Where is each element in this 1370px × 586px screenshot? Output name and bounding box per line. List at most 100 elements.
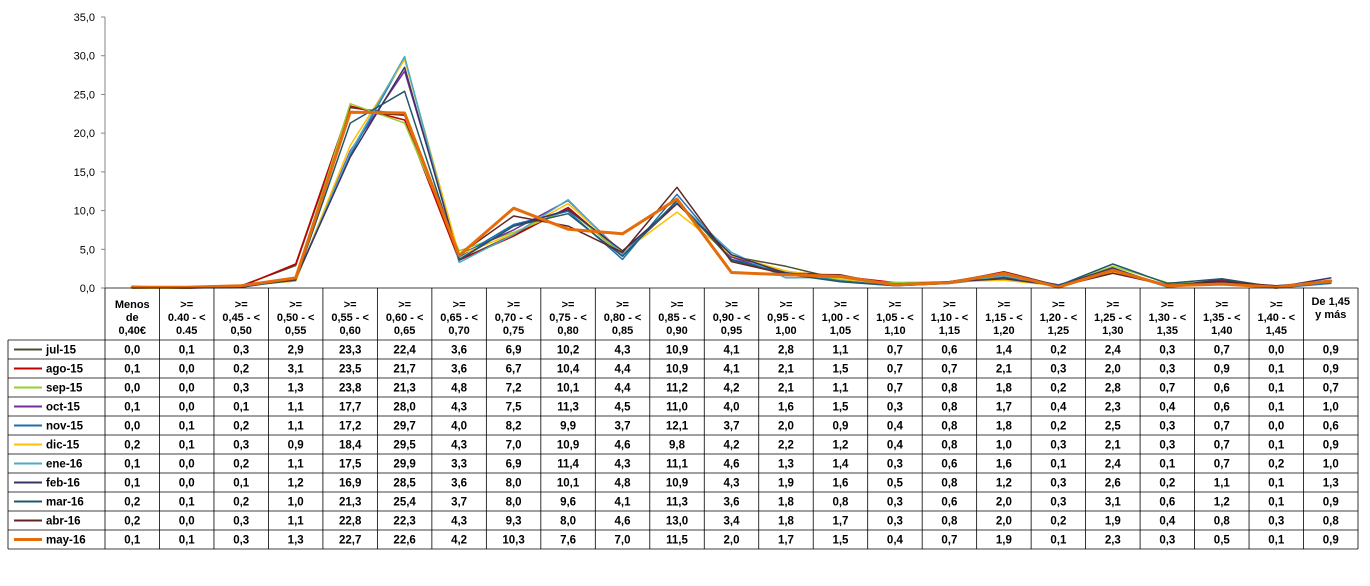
table-cell: 0,4 bbox=[887, 421, 904, 433]
table-cell: 11,0 bbox=[666, 402, 688, 414]
table-cell: 10,9 bbox=[557, 440, 579, 452]
table-cell: 0,8 bbox=[941, 516, 958, 528]
table-cell: 0,2 bbox=[1050, 383, 1066, 395]
x-category-label: 1,25 bbox=[1048, 325, 1069, 337]
table-cell: 0,3 bbox=[1050, 364, 1066, 376]
table-cell: 7,0 bbox=[506, 440, 522, 452]
series-line-nov-15 bbox=[131, 57, 1332, 289]
table-cell: 21,3 bbox=[393, 383, 415, 395]
table-cell: 0,1 bbox=[124, 402, 141, 414]
table-cell: 2,1 bbox=[1105, 440, 1122, 452]
table-cell: 0,3 bbox=[1050, 497, 1066, 509]
table-cell: 18,4 bbox=[339, 440, 362, 452]
table-cell: 0,2 bbox=[233, 497, 249, 509]
table-cell: 0,7 bbox=[887, 345, 903, 357]
table-cell: 4,3 bbox=[724, 478, 740, 490]
table-cell: 0,3 bbox=[1050, 440, 1066, 452]
table-cell: 3,7 bbox=[615, 421, 631, 433]
table-cell: 0,1 bbox=[124, 364, 141, 376]
table-cell: 0,2 bbox=[1268, 459, 1284, 471]
table-cell: 0,8 bbox=[832, 497, 849, 509]
table-cell: 0,9 bbox=[1214, 364, 1230, 376]
table-cell: 0,1 bbox=[179, 497, 196, 509]
table-cell: 2,0 bbox=[724, 535, 740, 547]
table-cell: 23,8 bbox=[339, 383, 362, 395]
table-cell: 4,2 bbox=[451, 535, 467, 547]
legend-label: may-16 bbox=[46, 535, 86, 547]
x-category-label: 0,55 - < bbox=[331, 312, 369, 324]
table-cell: 9,3 bbox=[506, 516, 522, 528]
table-cell: 0,2 bbox=[124, 516, 140, 528]
table-cell: 3,7 bbox=[451, 497, 467, 509]
axes: 0,0 5,0 10,0 15,0 20,0 25,0 30,0 35,0 bbox=[74, 12, 106, 295]
table-cell: 0,7 bbox=[1159, 383, 1175, 395]
table-cell: 4,6 bbox=[724, 459, 740, 471]
table-cell: 3,4 bbox=[724, 516, 741, 528]
table-cell: 2,1 bbox=[996, 364, 1013, 376]
table-cell: 13,0 bbox=[666, 516, 688, 528]
table-cell: 0,2 bbox=[1050, 345, 1066, 357]
x-category-label: 0,85 - < bbox=[658, 312, 696, 324]
table-cell: 4,8 bbox=[451, 383, 468, 395]
x-category-label: 0,70 - < bbox=[495, 312, 533, 324]
x-category-label: 1,10 - < bbox=[931, 312, 969, 324]
table-cell: 0,1 bbox=[1268, 440, 1285, 452]
table-cell: 2,3 bbox=[1105, 402, 1121, 414]
table-cell: 0,3 bbox=[1050, 478, 1066, 490]
table-cell: 1,0 bbox=[1323, 402, 1339, 414]
table-cell: 2,0 bbox=[778, 421, 794, 433]
table-cell: 10,3 bbox=[502, 535, 524, 547]
table-cell: 1,6 bbox=[778, 402, 794, 414]
x-category-label: 0,70 bbox=[448, 325, 469, 337]
table-cell: 0,1 bbox=[1268, 497, 1285, 509]
table-cell: 0,1 bbox=[1268, 402, 1285, 414]
table-cell: 8,2 bbox=[506, 421, 522, 433]
table-cell: 7,6 bbox=[560, 535, 576, 547]
table-cell: 6,9 bbox=[506, 345, 522, 357]
table-cell: 0,3 bbox=[1159, 535, 1175, 547]
table-cell: 1,0 bbox=[996, 440, 1012, 452]
table-cell: 6,9 bbox=[506, 459, 522, 471]
table-cell: 11,4 bbox=[557, 459, 579, 471]
y-tick-label: 5,0 bbox=[80, 244, 95, 256]
table-cell: 0,3 bbox=[1159, 364, 1175, 376]
x-category-label: 0,45 - < bbox=[222, 312, 260, 324]
table-cell: 2,0 bbox=[996, 516, 1012, 528]
table-cell: 0,1 bbox=[1268, 364, 1285, 376]
table-cell: 3,3 bbox=[451, 459, 467, 471]
table-cell: 0,9 bbox=[1323, 497, 1339, 509]
table-cell: 0,4 bbox=[1159, 402, 1176, 414]
table-cell: 0,3 bbox=[233, 516, 249, 528]
table-cell: 2,0 bbox=[996, 497, 1012, 509]
table-cell: 0,6 bbox=[1214, 383, 1230, 395]
table-cell: 0,5 bbox=[887, 478, 904, 490]
x-category-label: 1,15 - < bbox=[985, 312, 1023, 324]
table-cell: 0,6 bbox=[941, 345, 957, 357]
table-cell: 0,5 bbox=[1214, 535, 1231, 547]
table-cell: 8,0 bbox=[506, 497, 522, 509]
table-cell: 10,9 bbox=[666, 364, 688, 376]
table-cell: 0,8 bbox=[1323, 516, 1340, 528]
table-cell: 10,1 bbox=[557, 383, 580, 395]
x-category-label: >= bbox=[180, 299, 193, 311]
table-cell: 9,9 bbox=[560, 421, 576, 433]
table-cell: 0,3 bbox=[233, 535, 249, 547]
table-cell: 0,9 bbox=[1323, 364, 1339, 376]
table-cell: 1,4 bbox=[996, 345, 1013, 357]
table-cell: 0,2 bbox=[1159, 478, 1175, 490]
table-cell: 2,0 bbox=[1105, 364, 1121, 376]
table-cell: 1,2 bbox=[1214, 497, 1230, 509]
table-cell: 0,1 bbox=[179, 440, 196, 452]
table-cell: 0,2 bbox=[233, 364, 249, 376]
table-cell: 4,0 bbox=[451, 421, 467, 433]
table-cell: 1,8 bbox=[778, 497, 795, 509]
x-category-label: 0.40 - < bbox=[168, 312, 206, 324]
legend-label: feb-16 bbox=[46, 478, 80, 490]
table-cell: 4,2 bbox=[724, 383, 740, 395]
table-cell: 0,9 bbox=[1323, 440, 1339, 452]
table-cell: 2,2 bbox=[778, 440, 794, 452]
table-cell: 3,6 bbox=[451, 478, 467, 490]
table-cell: 0,2 bbox=[233, 421, 249, 433]
table-cell: 25,4 bbox=[393, 497, 416, 509]
x-category-label: 0,90 - < bbox=[713, 312, 751, 324]
